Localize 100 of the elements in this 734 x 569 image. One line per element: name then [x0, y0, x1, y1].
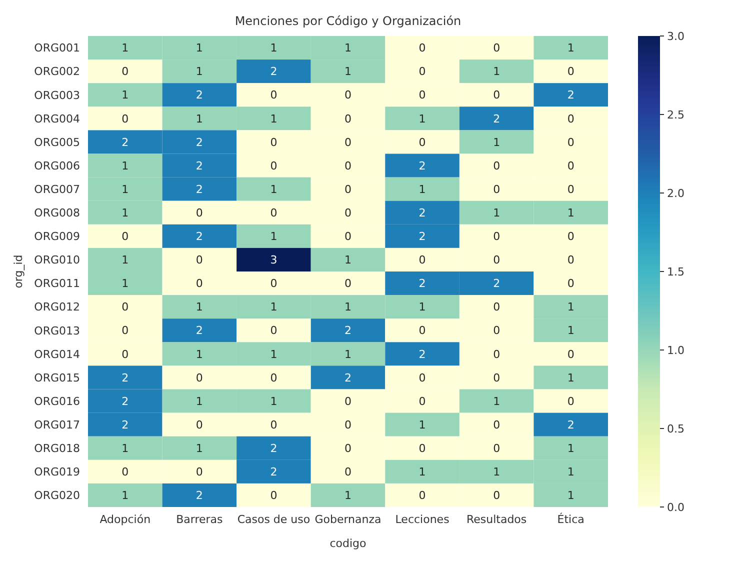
data-label: 0: [567, 254, 574, 267]
data-label: 1: [493, 136, 500, 149]
data-label: 2: [344, 324, 352, 338]
data-label: 1: [344, 254, 352, 267]
data-label: 0: [493, 254, 500, 267]
data-label: 1: [122, 277, 129, 290]
data-label: 1: [122, 206, 129, 220]
x-tick-label: Lecciones: [395, 512, 450, 526]
data-label: 0: [493, 348, 500, 361]
y-tick-label: ORG013: [34, 324, 80, 338]
y-tick-label: ORG004: [34, 112, 80, 126]
data-label: 0: [270, 206, 278, 220]
color-bar-label: 2.5: [667, 108, 684, 122]
data-label: 0: [344, 466, 352, 479]
data-label: 0: [418, 371, 426, 384]
data-label: 2: [196, 136, 203, 149]
data-label: 1: [122, 42, 129, 55]
data-label: 0: [493, 42, 500, 55]
data-label: 0: [567, 136, 574, 149]
data-label: 0: [122, 112, 129, 126]
data-label: 1: [493, 65, 500, 78]
data-label: 0: [493, 489, 500, 502]
data-label: 2: [270, 442, 278, 455]
data-label: 1: [418, 418, 426, 432]
data-label: 2: [122, 394, 129, 408]
data-label: 0: [567, 159, 574, 172]
data-label: 1: [122, 159, 129, 172]
data-label: 0: [567, 182, 574, 196]
data-label: 1: [122, 442, 129, 455]
y-tick-label: ORG001: [34, 42, 80, 55]
data-label: 0: [418, 394, 426, 408]
data-label: 1: [344, 348, 352, 361]
color-bar-label: 0.5: [667, 422, 684, 436]
data-label: 2: [418, 348, 426, 361]
data-label: 0: [344, 394, 352, 408]
data-label: 1: [344, 489, 352, 502]
data-label: 2: [122, 418, 129, 432]
data-label: 2: [567, 88, 574, 102]
y-tick-label: ORG002: [34, 65, 80, 78]
y-tick-label: ORG006: [34, 159, 80, 172]
data-label: 0: [196, 371, 203, 384]
color-bar-label: 0.0: [667, 500, 684, 514]
data-label: 0: [344, 112, 352, 126]
data-label: 1: [196, 300, 203, 314]
data-label: 0: [344, 206, 352, 220]
data-label: 1: [567, 42, 574, 55]
data-label: 1: [196, 442, 203, 455]
data-label: 0: [493, 371, 500, 384]
data-label: 0: [493, 182, 500, 196]
color-bar-label: 1.0: [667, 344, 684, 357]
data-label: 0: [344, 159, 352, 172]
data-label: 0: [344, 230, 352, 244]
data-label: 1: [122, 489, 129, 502]
data-label: 0: [122, 324, 129, 338]
x-tick-label: Gobernanza: [314, 512, 382, 526]
data-label: 0: [196, 466, 203, 479]
data-label: 1: [344, 65, 352, 78]
data-label: 0: [122, 230, 129, 244]
data-label: 0: [418, 42, 426, 55]
data-label: 0: [493, 300, 500, 314]
data-label: 0: [270, 418, 278, 432]
data-label: 0: [344, 442, 352, 455]
data-label: 0: [567, 394, 574, 408]
data-label: 2: [418, 159, 426, 172]
data-label: 0: [122, 466, 129, 479]
data-label: 1: [567, 300, 574, 314]
data-label: 1: [122, 254, 129, 267]
data-label: 2: [196, 182, 203, 196]
data-label: 1: [493, 394, 500, 408]
color-bar-label: 3.0: [667, 30, 684, 43]
data-label: 0: [567, 277, 574, 290]
data-label: 3: [270, 254, 278, 267]
data-label: 1: [122, 88, 129, 102]
data-label: 0: [122, 300, 129, 314]
data-label: 0: [493, 442, 500, 455]
data-label: 1: [567, 206, 574, 220]
data-label: 1: [418, 300, 426, 314]
data-label: 2: [196, 489, 203, 502]
data-label: 0: [567, 230, 574, 244]
data-label: 0: [196, 418, 203, 432]
data-label: 1: [418, 112, 426, 126]
data-label: 2: [344, 371, 352, 384]
data-label: 0: [270, 489, 278, 502]
y-tick-label: ORG016: [34, 394, 80, 408]
y-tick-label: ORG009: [34, 230, 80, 244]
data-label: 2: [418, 277, 426, 290]
data-label: 0: [270, 324, 278, 338]
y-tick-label: ORG011: [34, 277, 80, 290]
x-tick-label: Ética: [557, 512, 584, 526]
y-tick-label: ORG020: [34, 489, 80, 502]
x-tick-label: Adopción: [100, 512, 151, 526]
color-bar-label: 2.0: [667, 186, 684, 200]
data-label: 1: [493, 466, 500, 479]
data-label: 0: [418, 489, 426, 502]
data-label: 0: [567, 112, 574, 126]
data-label: 1: [567, 466, 574, 479]
data-label: 1: [270, 182, 278, 196]
data-label: 1: [270, 42, 278, 55]
data-label: 2: [196, 159, 203, 172]
data-label: 2: [196, 324, 203, 338]
